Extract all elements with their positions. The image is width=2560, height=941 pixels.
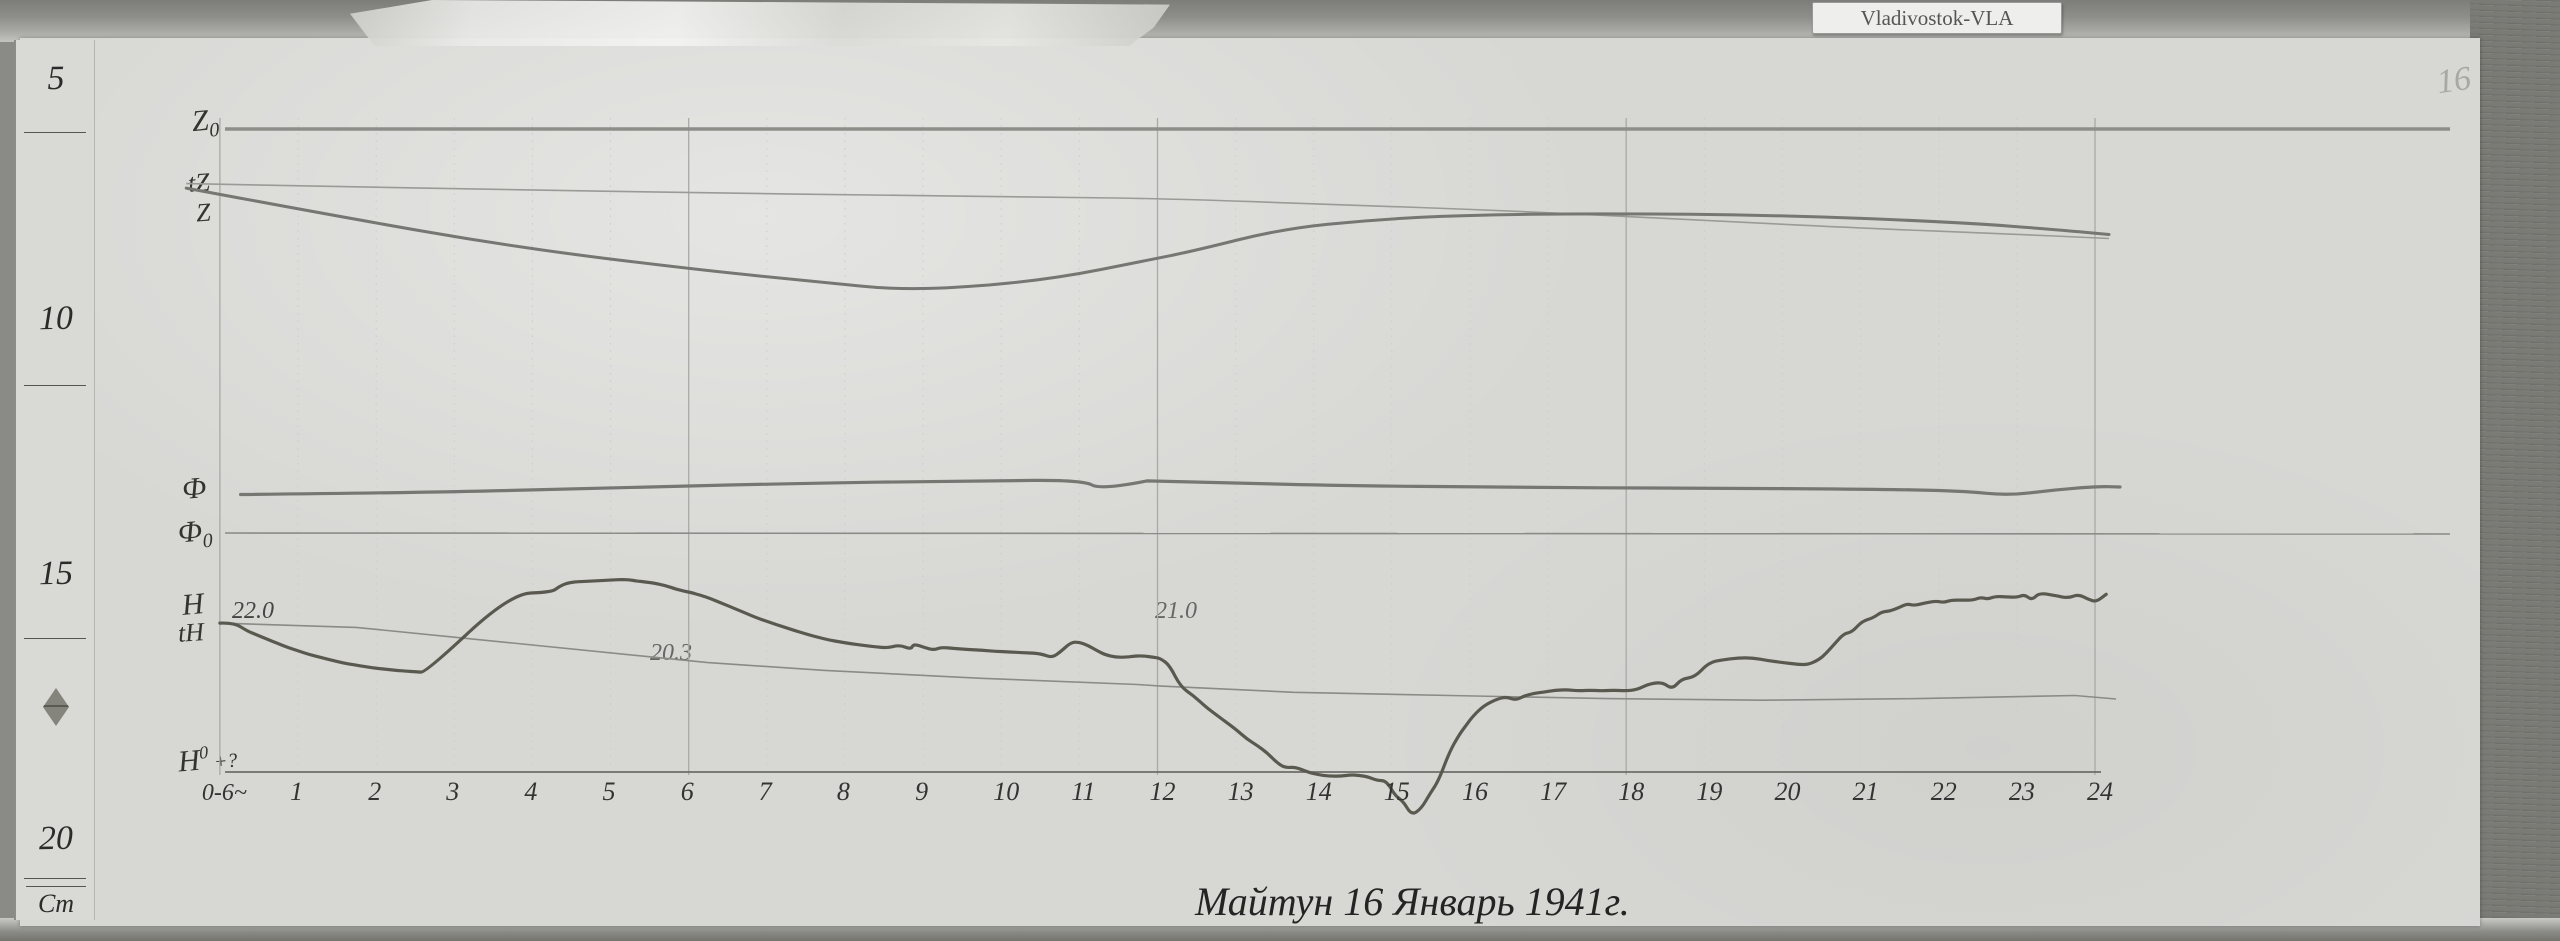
svg-text:22: 22: [1931, 777, 1957, 806]
svg-text:14: 14: [1306, 777, 1332, 806]
svg-text:24: 24: [2087, 777, 2113, 806]
svg-text:21: 21: [1853, 777, 1879, 806]
svg-text:23: 23: [2009, 777, 2035, 806]
svg-text:9: 9: [915, 777, 928, 806]
svg-text:19: 19: [1696, 777, 1722, 806]
svg-text:3: 3: [445, 777, 459, 806]
svg-text:20: 20: [1775, 777, 1801, 806]
svg-text:8: 8: [837, 777, 850, 806]
svg-text:10: 10: [993, 777, 1019, 806]
svg-text:15: 15: [1384, 777, 1410, 806]
svg-text:18: 18: [1618, 777, 1644, 806]
svg-text:13: 13: [1228, 777, 1254, 806]
svg-text:11: 11: [1071, 777, 1095, 806]
svg-text:17: 17: [1540, 777, 1567, 806]
svg-text:4: 4: [524, 777, 537, 806]
svg-text:12: 12: [1150, 777, 1176, 806]
svg-text:5: 5: [603, 777, 616, 806]
svg-text:1: 1: [290, 777, 303, 806]
svg-text:6: 6: [681, 777, 694, 806]
svg-text:7: 7: [759, 777, 773, 806]
svg-text:0-6~: 0-6~: [202, 780, 247, 806]
svg-text:16: 16: [1462, 777, 1488, 806]
svg-text:2: 2: [368, 777, 381, 806]
